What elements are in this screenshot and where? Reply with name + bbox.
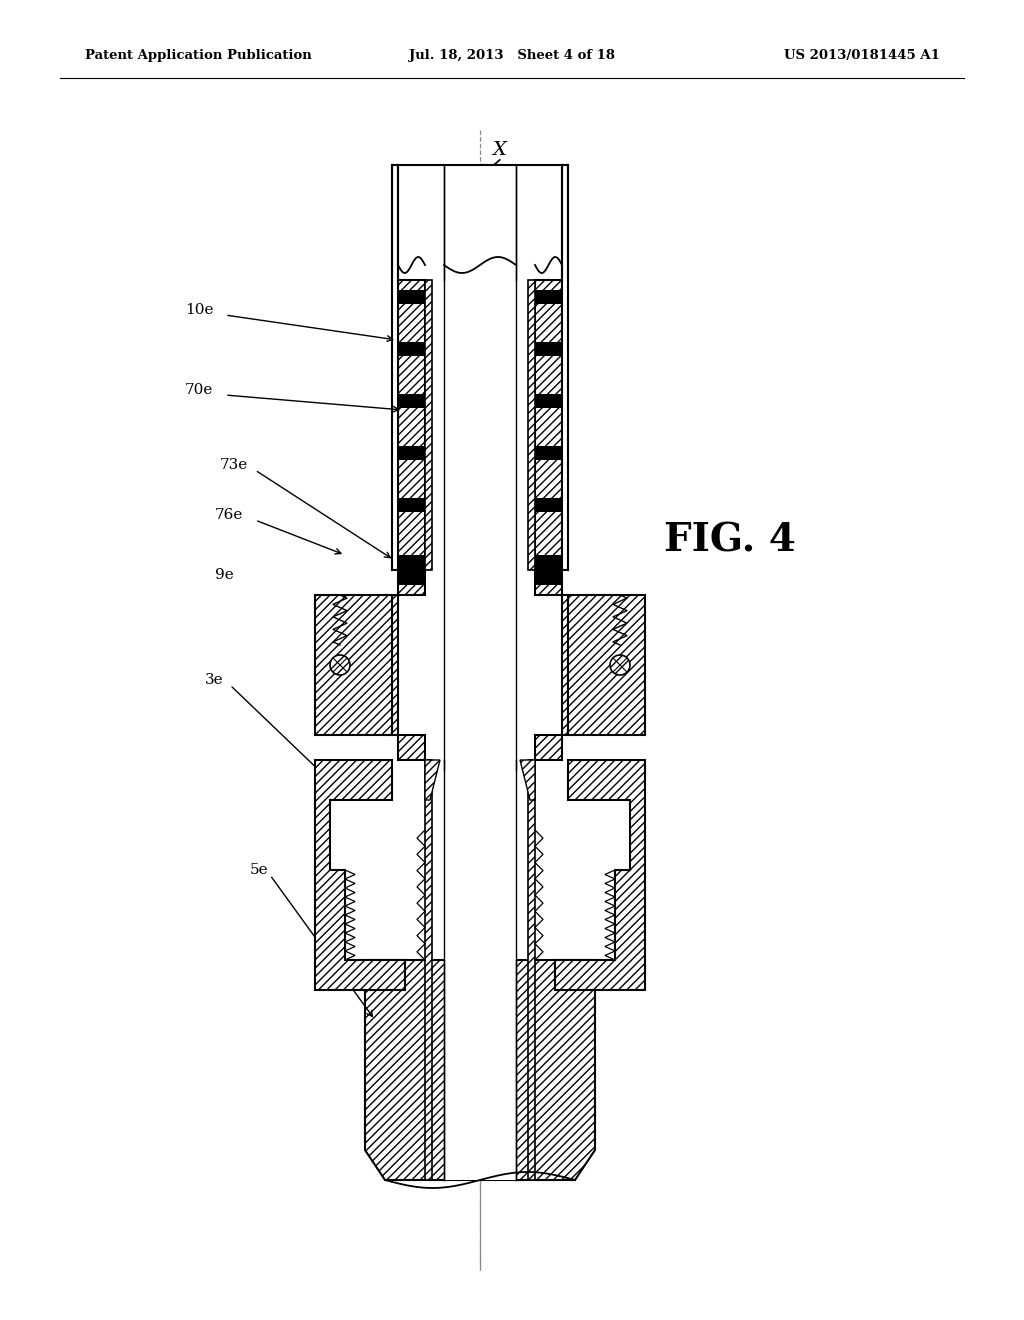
Bar bbox=[398, 554, 425, 585]
Polygon shape bbox=[520, 760, 535, 800]
Bar bbox=[398, 393, 425, 408]
Bar bbox=[398, 342, 425, 356]
Polygon shape bbox=[392, 570, 425, 760]
Text: 76e: 76e bbox=[215, 508, 244, 521]
Bar bbox=[528, 280, 535, 570]
Bar bbox=[444, 165, 516, 770]
Text: 5e: 5e bbox=[250, 863, 268, 876]
Bar bbox=[535, 498, 562, 512]
Text: X: X bbox=[492, 141, 506, 158]
Text: 9e: 9e bbox=[215, 568, 233, 582]
Bar bbox=[425, 760, 432, 1180]
Polygon shape bbox=[568, 595, 645, 735]
Bar bbox=[398, 290, 425, 304]
Bar bbox=[425, 280, 535, 570]
Bar bbox=[528, 760, 535, 1180]
Text: 73e: 73e bbox=[220, 458, 248, 473]
Circle shape bbox=[330, 655, 350, 675]
Bar bbox=[535, 393, 562, 408]
Bar bbox=[444, 960, 516, 1180]
Bar bbox=[398, 446, 425, 459]
Text: 10e: 10e bbox=[185, 304, 213, 317]
Bar bbox=[425, 280, 432, 570]
Bar bbox=[535, 280, 562, 570]
Bar bbox=[535, 342, 562, 356]
Bar bbox=[398, 280, 425, 570]
Bar bbox=[562, 165, 568, 570]
Text: 3e: 3e bbox=[205, 673, 223, 686]
Bar bbox=[392, 165, 398, 570]
Text: 70e: 70e bbox=[185, 383, 213, 397]
Text: 44e: 44e bbox=[490, 416, 504, 445]
Bar bbox=[535, 446, 562, 459]
Polygon shape bbox=[365, 960, 595, 1180]
Bar bbox=[535, 290, 562, 304]
Polygon shape bbox=[425, 760, 440, 800]
Text: 81e: 81e bbox=[490, 516, 504, 544]
Polygon shape bbox=[535, 570, 568, 760]
Text: Jul. 18, 2013   Sheet 4 of 18: Jul. 18, 2013 Sheet 4 of 18 bbox=[409, 49, 615, 62]
Polygon shape bbox=[555, 760, 645, 990]
Polygon shape bbox=[315, 760, 406, 990]
Text: Patent Application Publication: Patent Application Publication bbox=[85, 49, 311, 62]
Bar bbox=[535, 554, 562, 585]
Text: US 2013/0181445 A1: US 2013/0181445 A1 bbox=[784, 49, 940, 62]
Text: 11e: 11e bbox=[490, 606, 504, 634]
Circle shape bbox=[610, 655, 630, 675]
Polygon shape bbox=[315, 595, 392, 735]
Text: FIG. 4: FIG. 4 bbox=[664, 521, 796, 558]
Bar bbox=[444, 760, 516, 1180]
Bar bbox=[398, 498, 425, 512]
